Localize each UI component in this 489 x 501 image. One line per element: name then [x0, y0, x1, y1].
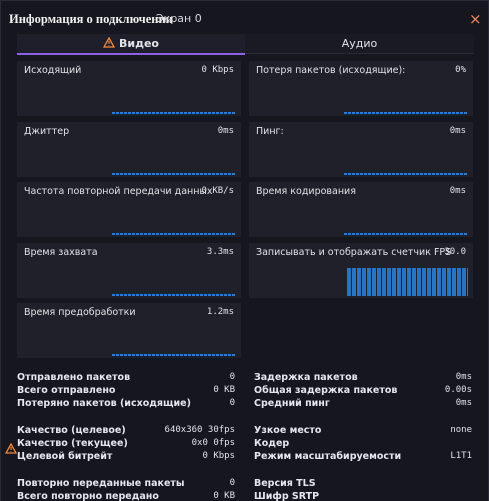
stat-label: Шифр SRTP [254, 491, 320, 501]
tab-label: Видео [119, 37, 159, 50]
metric-panel: Записывать и отображать счетчик FPS 30.0 [249, 242, 473, 298]
metric-value: 0 KB/s [201, 186, 234, 196]
metric-label: Время кодирования [256, 186, 356, 197]
stat-value: 640x360 30fps [164, 425, 235, 435]
stat-value: 0 [229, 478, 235, 488]
stat-value: 0 [229, 372, 235, 382]
metric-label: Время захвата [24, 246, 98, 258]
metric-panel: Время предобработки 1.2ms [17, 303, 241, 358]
metric-panel: Время кодирования 0ms [249, 182, 473, 237]
sparkline [344, 233, 468, 235]
tab[interactable]: Аудио [245, 34, 474, 54]
stat-label: Всего повторно передано [17, 491, 159, 501]
stat-label: Целевой битрейт [17, 451, 113, 462]
stat-label: Задержка пакетов [254, 372, 358, 383]
window-subtitle: Экран 0 [156, 12, 202, 25]
metric-panel: Частота повторной передачи данных 0 KB/s [17, 182, 241, 237]
metric-value: 0% [455, 65, 466, 75]
stat-label: Всего отправлено [17, 385, 116, 396]
sparkline [112, 112, 236, 114]
metric-value: 0 Kbps [201, 65, 234, 75]
metric-label: Исходящий [24, 65, 82, 76]
sparkline [347, 267, 468, 296]
metric-label: Потеря пакетов (исходящие): [256, 65, 406, 76]
metric-value: 30.0 [444, 246, 466, 257]
metric-value: 0ms [449, 125, 466, 136]
stat-value: 0 KB [213, 491, 235, 501]
window-title: Информация о подключении [9, 12, 173, 26]
metric-label: Пинг: [256, 125, 284, 137]
metric-panel: Время захвата 3.3ms [17, 242, 241, 298]
metric-panel: Пинг: 0ms [249, 121, 473, 177]
sparkline [344, 112, 468, 114]
stat-label: Средний пинг [254, 398, 330, 409]
metric-value: 1.2ms [206, 307, 234, 317]
stat-value: 0 Kbps [202, 451, 235, 461]
stat-label: Качество (целевое) [17, 425, 126, 436]
metric-value: 0ms [449, 186, 466, 196]
sparkline [112, 354, 236, 356]
metric-label: Джиттер [24, 125, 70, 137]
stat-label: Повторно переданные пакеты [17, 478, 185, 489]
stat-label: Узкое место [254, 425, 322, 436]
stat-label: Режим масштабируемости [254, 451, 402, 462]
close-button[interactable]: × [469, 10, 482, 28]
metric-panel: Джиттер 0ms [17, 121, 241, 177]
stat-label: Качество (текущее) [17, 438, 128, 449]
metric-label: Частота повторной передачи данных [24, 186, 213, 197]
metric-value: 3.3ms [206, 246, 234, 257]
warning-icon [102, 36, 116, 48]
stat-value: 0ms [455, 372, 472, 382]
stat-value: none [450, 425, 472, 435]
stat-value: 0.00s [444, 385, 472, 395]
stat-value: 0x0 0fps [191, 438, 235, 448]
stat-label: Потеряно пакетов (исходящие) [17, 398, 191, 409]
sparkline [112, 293, 236, 296]
metric-label: Время предобработки [24, 307, 136, 318]
metric-panel: Потеря пакетов (исходящие): 0% [249, 61, 473, 116]
sparkline [344, 172, 468, 175]
stat-label: Версия TLS [254, 478, 316, 489]
stat-label: Кодер [254, 438, 290, 449]
stat-value: 0ms [455, 398, 472, 408]
metric-label: Записывать и отображать счетчик FPS [256, 246, 452, 258]
warning-icon [4, 439, 18, 458]
sparkline [112, 233, 236, 235]
stat-label: Отправлено пакетов [17, 372, 131, 383]
metric-value: 0ms [217, 125, 234, 136]
sparkline [112, 172, 236, 175]
stat-value: L1T1 [450, 451, 472, 461]
metric-panel: Исходящий 0 Kbps [17, 61, 241, 116]
tab[interactable]: Видео [17, 34, 245, 55]
stat-label: Общая задержка пакетов [254, 385, 398, 396]
stat-value: 0 [229, 398, 235, 408]
stat-value: 0 KB [213, 385, 235, 395]
tab-label: Аудио [341, 37, 378, 50]
